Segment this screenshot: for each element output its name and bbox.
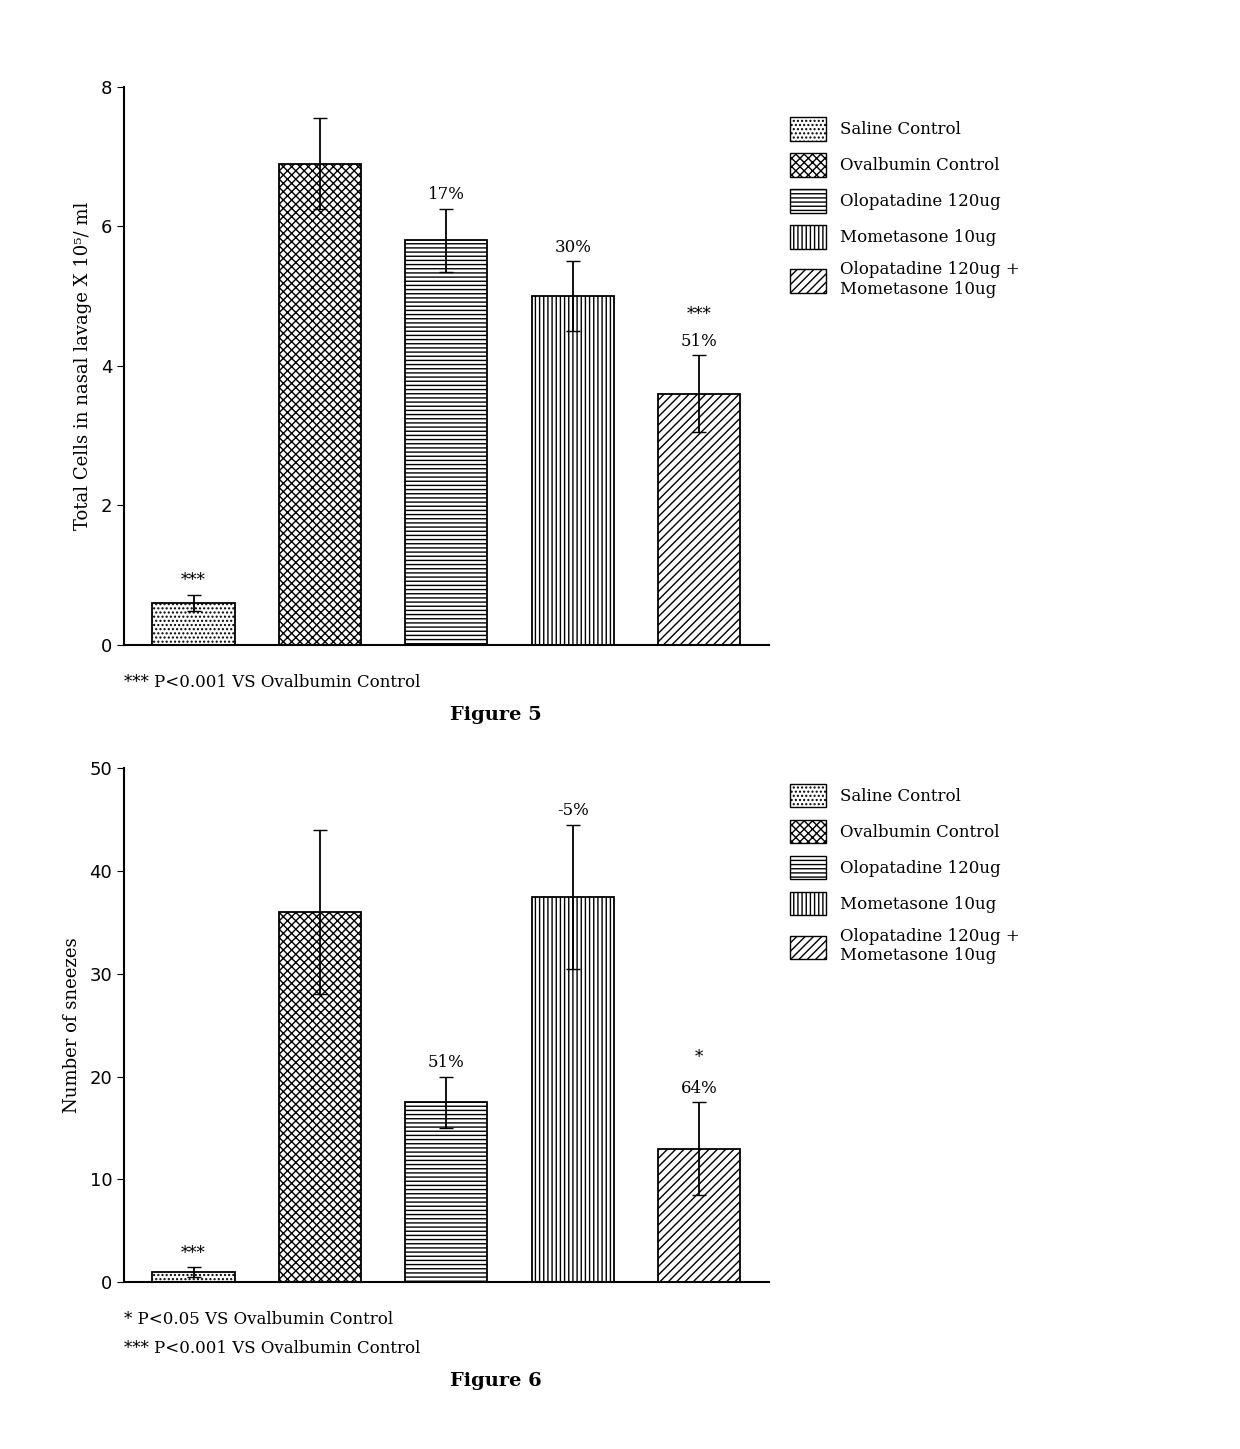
Text: * P<0.05 VS Ovalbumin Control: * P<0.05 VS Ovalbumin Control [124,1311,393,1329]
Text: ***: *** [181,572,206,588]
Bar [658,394,740,645]
Bar [153,603,234,645]
Y-axis label: Total Cells in nasal lavage X 10⁵/ ml: Total Cells in nasal lavage X 10⁵/ ml [74,201,92,530]
Text: 30%: 30% [554,239,591,255]
Text: 64%: 64% [681,1080,718,1097]
Text: ***: *** [181,1245,206,1262]
Bar [405,241,487,645]
Bar [658,1149,740,1282]
Text: -5%: -5% [557,803,589,820]
Text: 51%: 51% [428,1055,465,1071]
Text: Figure 6: Figure 6 [450,1372,542,1390]
Bar [279,164,361,645]
Text: 51%: 51% [681,333,718,349]
Text: 17%: 17% [428,187,465,203]
Bar [279,911,361,1282]
Bar [153,1272,234,1282]
Y-axis label: Number of sneezes: Number of sneezes [63,938,81,1113]
Legend: Saline Control, Ovalbumin Control, Olopatadine 120ug, Mometasone 10ug, Olopatadi: Saline Control, Ovalbumin Control, Olopa… [790,784,1019,965]
Bar [532,296,614,645]
Text: ***: *** [687,306,712,323]
Bar [532,897,614,1282]
Legend: Saline Control, Ovalbumin Control, Olopatadine 120ug, Mometasone 10ug, Olopatadi: Saline Control, Ovalbumin Control, Olopa… [790,117,1019,298]
Text: *** P<0.001 VS Ovalbumin Control: *** P<0.001 VS Ovalbumin Control [124,674,420,691]
Text: *: * [696,1049,703,1066]
Text: Figure 5: Figure 5 [450,706,542,723]
Bar [405,1103,487,1282]
Text: *** P<0.001 VS Ovalbumin Control: *** P<0.001 VS Ovalbumin Control [124,1340,420,1358]
